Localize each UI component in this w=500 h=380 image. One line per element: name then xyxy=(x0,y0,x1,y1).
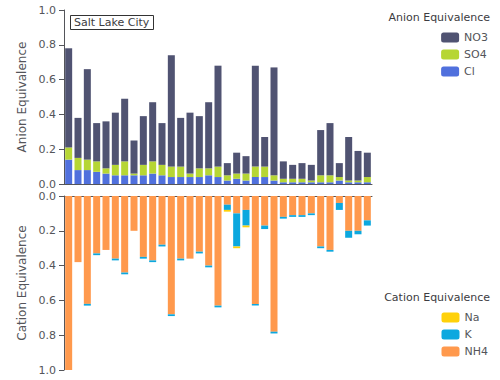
svg-text:Cl: Cl xyxy=(464,65,475,78)
svg-text:0.0: 0.0 xyxy=(38,177,56,191)
svg-text:0.4: 0.4 xyxy=(39,259,57,272)
svg-text:Cation Equivalence: Cation Equivalence xyxy=(15,225,29,340)
svg-text:0.8: 0.8 xyxy=(39,329,57,342)
svg-text:Na: Na xyxy=(465,311,480,324)
svg-text:NH4: NH4 xyxy=(465,345,489,358)
svg-text:0.8: 0.8 xyxy=(39,38,57,51)
svg-text:1.0: 1.0 xyxy=(39,364,57,377)
svg-text:0.2: 0.2 xyxy=(39,143,57,156)
svg-text:0.2: 0.2 xyxy=(39,224,57,237)
svg-text:NO3: NO3 xyxy=(464,31,488,44)
svg-text:1.0: 1.0 xyxy=(39,4,57,17)
svg-text:Anion Equivalence: Anion Equivalence xyxy=(388,11,490,24)
svg-text:0.6: 0.6 xyxy=(39,73,57,86)
svg-text:0.6: 0.6 xyxy=(39,294,57,307)
svg-text:0.4: 0.4 xyxy=(39,108,57,121)
svg-text:Cation Equivalence: Cation Equivalence xyxy=(384,291,490,304)
svg-text:SO4: SO4 xyxy=(464,48,487,61)
svg-text:Anion Equivalence: Anion Equivalence xyxy=(15,42,29,153)
svg-text:0.0: 0.0 xyxy=(39,190,57,203)
svg-text:Salt Lake City: Salt Lake City xyxy=(74,16,150,29)
svg-text:K: K xyxy=(465,328,473,341)
